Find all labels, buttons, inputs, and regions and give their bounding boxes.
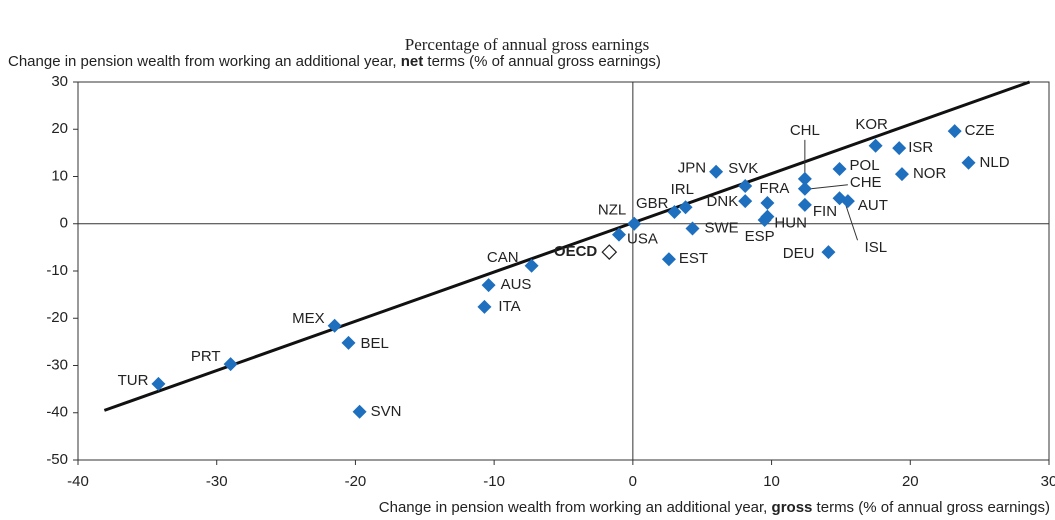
- y-tick-label: -40: [46, 404, 68, 421]
- point-label: DEU: [783, 245, 815, 262]
- point-label: FRA: [759, 180, 789, 197]
- point-label: AUS: [501, 276, 532, 293]
- point: [947, 124, 962, 139]
- chart-subtitle: Percentage of annual gross earnings: [405, 35, 650, 54]
- point-label: ITA: [498, 298, 520, 315]
- point-label: AUT: [858, 197, 888, 214]
- point: [892, 141, 907, 156]
- point-label: SVN: [371, 403, 402, 420]
- x-tick-label: -20: [345, 473, 367, 490]
- point: [738, 194, 753, 209]
- point: [797, 197, 812, 212]
- x-tick-label: 30: [1041, 473, 1055, 490]
- x-title-part: Change in pension wealth from working an…: [379, 499, 772, 516]
- y-title-part: net: [401, 53, 424, 70]
- point-label: ESP: [745, 228, 775, 245]
- y-tick-label: 20: [51, 120, 68, 137]
- y-title-part: Change in pension wealth from working an…: [8, 53, 401, 70]
- point-label: IRL: [671, 181, 694, 198]
- y-tick-label: -50: [46, 451, 68, 468]
- x-axis-title: Change in pension wealth from working an…: [379, 499, 1050, 516]
- point: [661, 252, 676, 267]
- point-label: MEX: [292, 310, 325, 327]
- point-label: KOR: [855, 116, 888, 133]
- point: [760, 195, 775, 210]
- x-tick-label: -40: [67, 473, 89, 490]
- point: [627, 216, 642, 231]
- trend-line: [103, 80, 1031, 412]
- point-label: ISR: [908, 139, 933, 156]
- x-tick-label: -30: [206, 473, 228, 490]
- point-label: NZL: [598, 202, 626, 219]
- y-tick-label: -30: [46, 356, 68, 373]
- y-tick-label: -20: [46, 309, 68, 326]
- point: [524, 258, 539, 273]
- point: [961, 155, 976, 170]
- point-label: POL: [850, 157, 880, 174]
- point-label: SVK: [728, 160, 758, 177]
- y-tick-label: 10: [51, 167, 68, 184]
- y-tick-label: 30: [51, 73, 68, 90]
- point-label: JPN: [678, 160, 706, 177]
- point-label: CHE: [850, 174, 882, 191]
- point: [868, 138, 883, 153]
- point-label: USA: [627, 231, 658, 248]
- point: [709, 164, 724, 179]
- y-tick-label: 0: [60, 215, 68, 232]
- point: [738, 178, 753, 193]
- x-tick-label: 10: [763, 473, 780, 490]
- point: [667, 204, 682, 219]
- point: [481, 278, 496, 293]
- leader-line: [810, 184, 848, 190]
- x-tick-label: 20: [902, 473, 919, 490]
- point: [352, 404, 367, 419]
- y-title-part: terms (% of annual gross earnings): [423, 53, 661, 70]
- y-axis-title: Change in pension wealth from working an…: [8, 53, 661, 70]
- x-title-part: gross: [772, 499, 813, 516]
- x-tick-label: -10: [483, 473, 505, 490]
- point: [678, 200, 693, 215]
- point-label: DNK: [707, 193, 739, 210]
- leader-line: [845, 204, 859, 241]
- point-label: CHL: [790, 122, 820, 139]
- point: [821, 245, 836, 260]
- point: [327, 318, 342, 333]
- x-tick-label: 0: [629, 473, 637, 490]
- y-tick-label: -10: [46, 262, 68, 279]
- point: [894, 167, 909, 182]
- point-label: TUR: [118, 372, 149, 389]
- point: [601, 244, 618, 260]
- point-label: EST: [679, 250, 708, 267]
- point-label: ISL: [865, 239, 888, 256]
- point-label: HUN: [774, 215, 807, 232]
- point: [477, 299, 492, 314]
- point-label: BEL: [360, 335, 388, 352]
- point: [760, 209, 775, 224]
- point: [797, 171, 812, 186]
- plot-frame: [77, 81, 1050, 461]
- point: [341, 335, 356, 350]
- point-label: GBR: [636, 195, 669, 212]
- point: [151, 376, 166, 391]
- point: [223, 357, 238, 372]
- point-label: CZE: [965, 122, 995, 139]
- point: [840, 194, 855, 209]
- point-label: PRT: [191, 348, 221, 365]
- point: [832, 161, 847, 176]
- point: [685, 221, 700, 236]
- point-label: OECD: [554, 243, 598, 260]
- point: [797, 181, 812, 196]
- point-label: NOR: [913, 165, 947, 182]
- x-title-part: terms (% of annual gross earnings): [812, 499, 1050, 516]
- point-label: NLD: [980, 154, 1010, 171]
- point-label: CAN: [487, 249, 519, 266]
- point-label: FIN: [813, 203, 837, 220]
- point-label: SWE: [705, 219, 739, 236]
- point: [611, 227, 626, 242]
